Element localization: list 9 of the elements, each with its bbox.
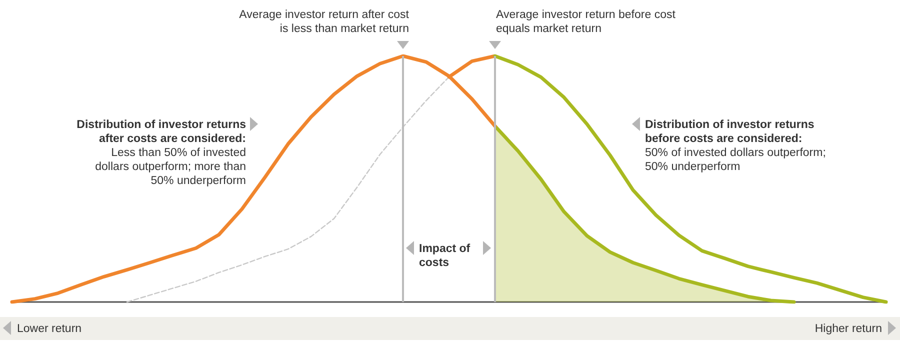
annotation: Distribution of investor returns after costs are considered:	[76, 119, 246, 145]
text: Average investor return before cost equals market return	[496, 9, 676, 35]
annotation: 50% of invested dollars outperform; 50% underperform	[645, 147, 826, 173]
text: Higher return	[814, 323, 882, 335]
annotation: Less than 50% of invested dollars outperform; more than 50% underperform	[95, 147, 246, 187]
annotation: Impact of costs	[419, 243, 470, 269]
text: Average investor return after cost is less than market return	[239, 9, 410, 35]
annotation: Distribution of investor returns before costs are considered:	[645, 119, 814, 145]
text: Lower return	[17, 323, 82, 335]
